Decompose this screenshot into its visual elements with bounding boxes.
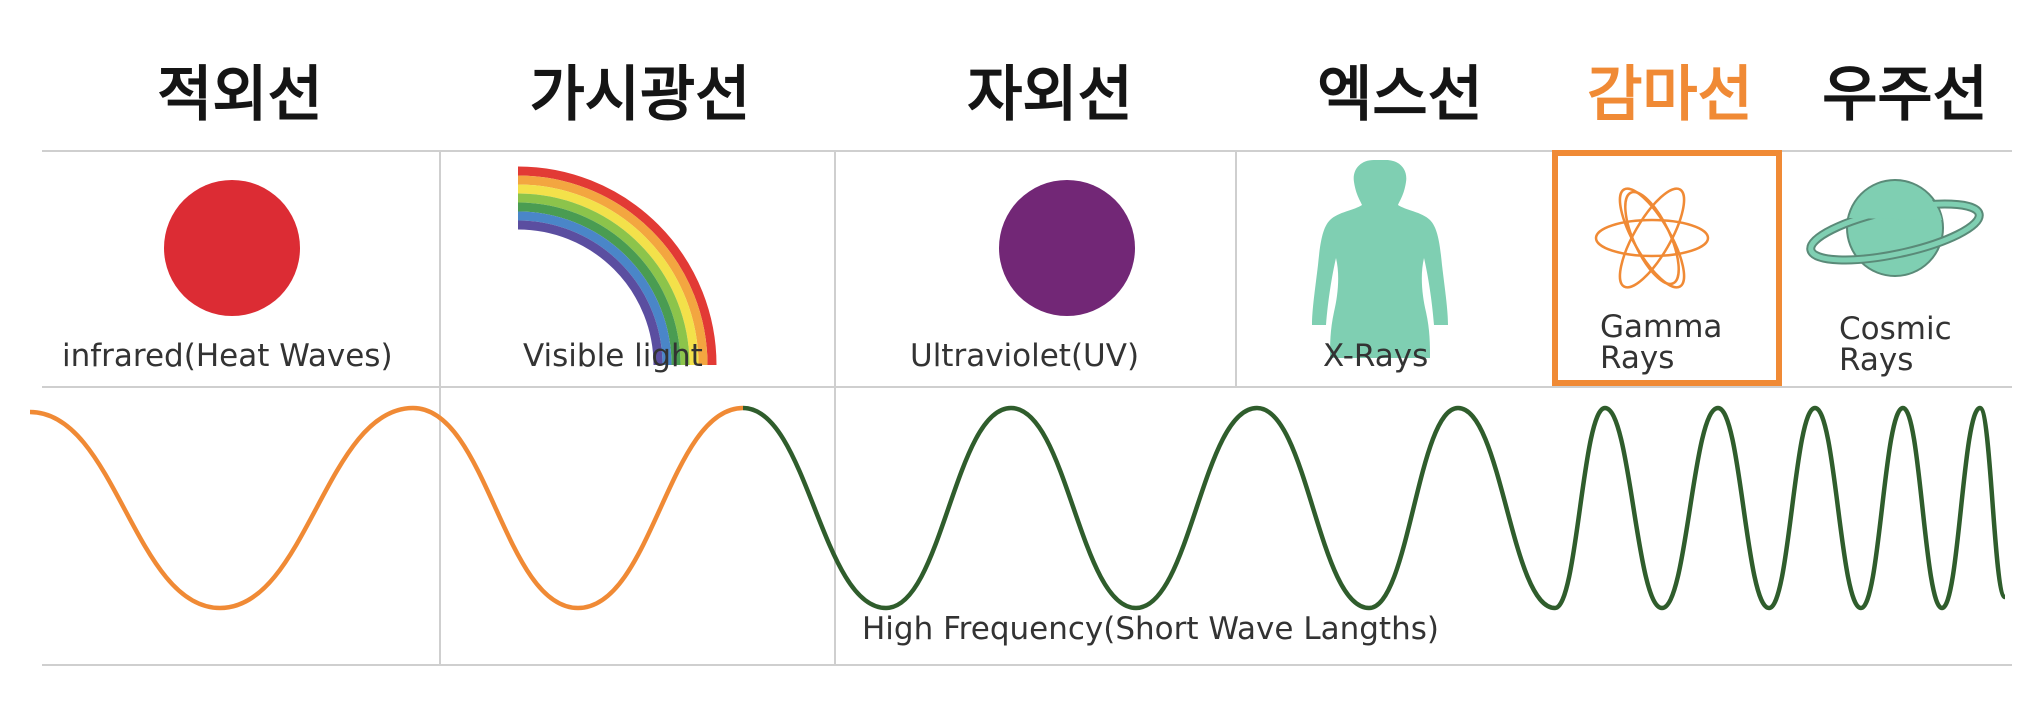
wave-caption: High Frequency(Short Wave Langths)	[862, 611, 1439, 647]
title-ultraviolet: 자외선	[967, 60, 1133, 130]
red-circle-icon	[164, 180, 300, 316]
label-cosmic-line2: Rays	[1839, 342, 1914, 378]
high-frequency-wave	[742, 405, 2008, 611]
column-divider-2	[834, 150, 836, 664]
label-infrared: infrared(Heat Waves)	[62, 338, 393, 374]
title-cosmic-rays: 우주선	[1822, 60, 1988, 130]
title-gamma-rays: 감마선	[1587, 60, 1753, 130]
column-divider-3	[1235, 150, 1237, 386]
title-x-rays: 엑스선	[1317, 60, 1483, 130]
title-infrared: 적외선	[157, 60, 323, 130]
label-gamma-line2: Rays	[1600, 340, 1675, 376]
column-divider-1	[439, 150, 441, 664]
label-visible-light: Visible light	[523, 338, 703, 374]
label-ultraviolet: Ultraviolet(UV)	[910, 338, 1140, 374]
rainbow-icon	[517, 166, 717, 366]
low-frequency-wave	[29, 405, 744, 611]
label-x-rays: X-Rays	[1323, 338, 1429, 374]
human-torso-icon	[1312, 160, 1448, 358]
label-cosmic-line1: Cosmic	[1839, 311, 1952, 347]
middle-divider	[42, 386, 2012, 388]
atom-icon	[1594, 187, 1710, 289]
title-visible-light: 가시광선	[529, 60, 751, 130]
top-divider	[42, 150, 2012, 152]
label-gamma-line1: Gamma	[1600, 309, 1723, 345]
gamma-rays-highlight-box	[1552, 150, 1782, 386]
planet-icon	[1806, 179, 1984, 277]
purple-circle-icon	[999, 180, 1135, 316]
bottom-divider	[42, 664, 2012, 666]
